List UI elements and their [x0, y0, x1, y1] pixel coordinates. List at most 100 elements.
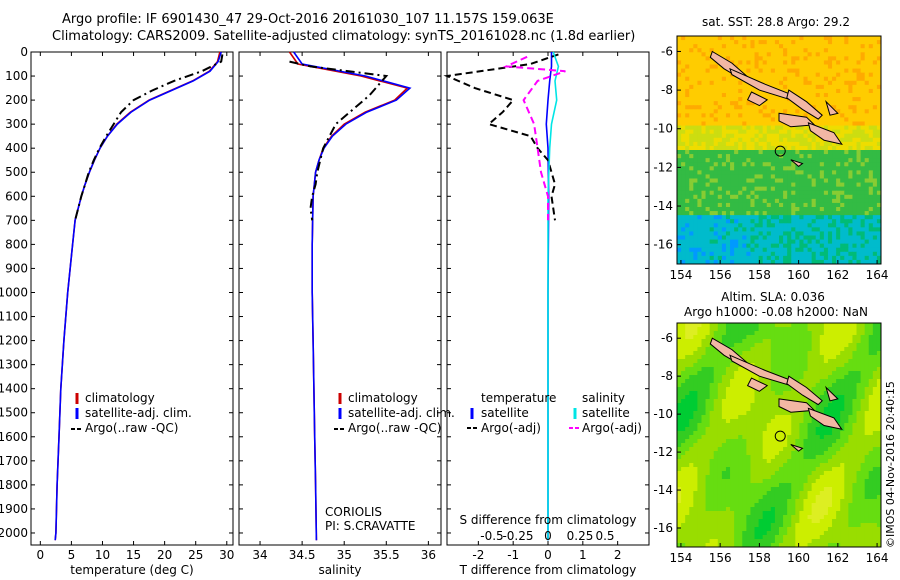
map-cell: [681, 399, 686, 404]
map-cell: [709, 423, 715, 428]
map-cell: [852, 56, 858, 61]
map-cell: [746, 84, 751, 90]
map-cell: [779, 347, 784, 352]
map-cell: [783, 190, 788, 196]
map-cell: [852, 431, 858, 436]
map-cell: [787, 467, 792, 472]
map-cell: [864, 133, 870, 139]
map-cell: [734, 101, 739, 106]
map-cell: [709, 219, 715, 224]
map-cell: [738, 451, 743, 456]
map-cell: [697, 383, 702, 388]
map-cell: [811, 93, 817, 98]
map-cell: [799, 154, 804, 159]
x-tick-label: 1: [579, 548, 587, 562]
map-cell: [766, 117, 772, 122]
map-cell: [754, 235, 760, 241]
map-cell: [713, 93, 719, 98]
map-cell: [840, 383, 845, 388]
map-cell: [697, 68, 702, 74]
map-cell: [864, 407, 870, 412]
map-cell: [840, 88, 845, 94]
map-cell: [868, 158, 874, 163]
map-cell: [685, 395, 690, 400]
map-cell: [681, 194, 686, 200]
map-cell: [754, 133, 760, 139]
x-tick-label: 34: [252, 548, 267, 562]
map-cell: [681, 379, 686, 384]
map-cell: [783, 219, 788, 224]
map-cell: [876, 471, 882, 476]
map-cell: [795, 158, 800, 163]
map-cell: [836, 154, 841, 159]
map-cell: [803, 125, 809, 131]
map-cell: [868, 247, 874, 253]
map-cell: [681, 339, 686, 344]
map-cell: [721, 162, 727, 167]
map-cell: [717, 431, 723, 436]
map-cell: [689, 64, 694, 70]
map-cell: [868, 351, 874, 356]
map-cell: [811, 133, 817, 139]
map-cell: [823, 355, 829, 360]
map-cell: [734, 129, 739, 135]
island: [786, 89, 823, 120]
map-cell: [844, 211, 849, 216]
map-cell: [864, 343, 870, 348]
map-cell: [783, 351, 788, 356]
map-cell: [713, 105, 719, 110]
map-cell: [725, 435, 731, 440]
map-cell: [713, 158, 719, 163]
map-cell: [823, 231, 829, 236]
map-cell: [705, 375, 711, 380]
map-cell: [783, 182, 788, 188]
map-cell: [840, 355, 845, 360]
map-cell: [823, 158, 829, 163]
map-cell: [721, 371, 727, 376]
map-cell: [730, 427, 735, 432]
map-cell: [811, 97, 817, 102]
map-cell: [758, 182, 764, 188]
map-cell: [836, 64, 841, 70]
map-cell: [868, 174, 874, 179]
map-cell: [856, 60, 862, 65]
map-cell: [827, 207, 833, 212]
map-cell: [852, 129, 858, 135]
map-cell: [823, 247, 829, 253]
map-cell: [872, 137, 878, 143]
map-cell: [779, 158, 784, 163]
map-cell: [730, 113, 735, 118]
map-cell: [815, 198, 821, 204]
map-cell: [693, 383, 698, 388]
map-cell: [677, 439, 682, 444]
map-cell: [868, 339, 874, 344]
map-cell: [856, 395, 862, 400]
map-cell: [868, 259, 874, 265]
map-cell: [856, 347, 862, 352]
map-cell: [677, 190, 682, 196]
map-cell: [791, 239, 796, 245]
map-cell: [864, 351, 870, 356]
map-cell: [787, 154, 792, 159]
map-cell: [864, 451, 870, 456]
map-cell: [742, 121, 747, 127]
map-cell: [815, 255, 821, 261]
map-cell: [823, 335, 829, 340]
map-cell: [730, 391, 735, 396]
map-cell: [832, 194, 837, 200]
map-cell: [876, 121, 882, 127]
map-cell: [774, 367, 780, 372]
map-cell: [819, 339, 825, 344]
map-cell: [860, 158, 866, 163]
map-cell: [840, 166, 845, 171]
map-cell: [730, 239, 735, 245]
map-cell: [717, 471, 723, 476]
map-cell: [823, 64, 829, 70]
map-cell: [827, 451, 833, 456]
map-cell: [774, 403, 780, 408]
map-cell: [766, 259, 772, 265]
map-cell: [848, 150, 853, 155]
map-cell: [779, 125, 784, 131]
map-cell: [876, 182, 882, 188]
map-cell: [876, 403, 882, 408]
